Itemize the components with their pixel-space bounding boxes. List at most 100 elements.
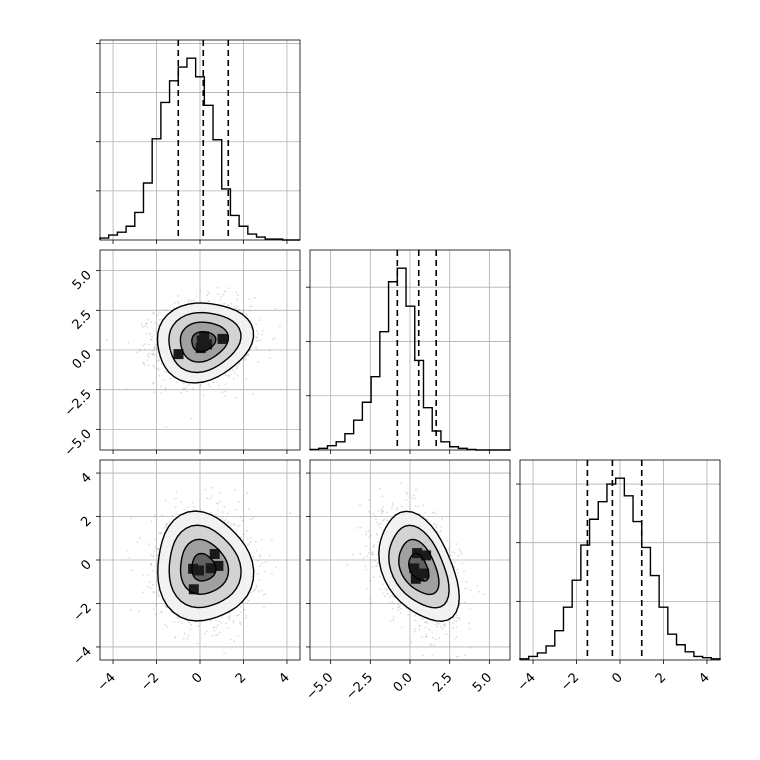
scatter-point — [372, 551, 375, 553]
scatter-point — [366, 587, 368, 590]
scatter-point — [224, 373, 227, 376]
density-core-cell — [409, 563, 420, 574]
scatter-point — [389, 620, 392, 622]
scatter-point — [365, 533, 367, 536]
scatter-point — [433, 523, 436, 525]
scatter-point — [150, 321, 153, 323]
scatter-point — [458, 548, 461, 551]
scatter-point — [240, 605, 243, 608]
x-tick-label: −2 — [138, 670, 162, 694]
scatter-point — [370, 551, 373, 554]
scatter-point — [351, 553, 354, 556]
scatter-point — [414, 619, 417, 622]
scatter-point — [421, 654, 424, 657]
scatter-point — [229, 525, 232, 528]
scatter-point — [455, 614, 458, 616]
scatter-point — [216, 502, 219, 505]
scatter-point — [399, 604, 402, 607]
scatter-point — [246, 602, 249, 605]
scatter-point — [153, 347, 155, 349]
scatter-point — [392, 616, 395, 618]
scatter-point — [376, 534, 379, 536]
scatter-point — [171, 515, 174, 517]
panel-2-1: −5.0 −2.5 0.0 2.5 5.0 — [304, 459, 511, 703]
scatter-point — [391, 607, 394, 610]
scatter-point — [240, 536, 243, 539]
scatter-point — [255, 586, 257, 589]
scatter-point — [149, 587, 152, 590]
scatter-point — [165, 371, 168, 373]
scatter-point — [434, 623, 437, 626]
scatter-point — [252, 517, 254, 520]
scatter-point — [374, 515, 377, 517]
scatter-point — [425, 621, 428, 624]
scatter-point — [185, 390, 188, 393]
scatter-point — [162, 308, 165, 311]
scatter-point — [154, 604, 157, 606]
scatter-point — [425, 635, 428, 638]
scatter-point — [150, 563, 153, 565]
scatter-point — [239, 623, 242, 625]
scatter-point — [239, 621, 241, 624]
x-tick-label: 2.5 — [430, 670, 455, 695]
scatter-point — [142, 591, 145, 594]
scatter-point — [208, 300, 211, 302]
y-tick-label: 5.0 — [70, 268, 95, 293]
scatter-point — [436, 625, 438, 628]
scatter-point — [236, 298, 239, 301]
scatter-point — [206, 294, 209, 297]
scatter-point — [226, 616, 229, 619]
scatter-point — [166, 309, 169, 311]
scatter-point — [218, 384, 220, 387]
scatter-point — [406, 492, 409, 495]
scatter-point — [223, 506, 226, 508]
scatter-point — [166, 625, 169, 628]
scatter-point — [243, 608, 246, 611]
scatter-point — [384, 587, 387, 590]
scatter-point — [395, 509, 398, 511]
scatter-point — [459, 602, 461, 605]
scatter-point — [154, 322, 157, 324]
scatter-point — [128, 556, 131, 559]
density-core-cell — [205, 563, 216, 574]
scatter-point — [228, 616, 231, 618]
scatter-point — [153, 312, 156, 315]
scatter-point — [153, 608, 156, 610]
scatter-point — [238, 524, 241, 527]
scatter-point — [393, 596, 395, 599]
scatter-point — [381, 495, 384, 498]
scatter-point — [209, 512, 212, 514]
scatter-point — [411, 497, 414, 499]
scatter-point — [389, 601, 392, 604]
scatter-point — [422, 504, 424, 507]
scatter-point — [243, 533, 246, 536]
scatter-point — [188, 621, 191, 624]
scatter-point — [372, 545, 375, 548]
scatter-point — [204, 645, 207, 648]
scatter-point — [168, 521, 171, 524]
scatter-point — [182, 388, 185, 390]
scatter-point — [377, 509, 380, 512]
scatter-point — [237, 525, 239, 528]
scatter-point — [435, 526, 437, 529]
scatter-point — [456, 572, 459, 575]
scatter-point — [136, 351, 139, 354]
contour-line — [168, 311, 242, 374]
scatter-point — [247, 537, 249, 540]
scatter-point — [150, 520, 153, 523]
scatter-point — [407, 613, 410, 616]
x-tick-label: 4 — [696, 670, 712, 686]
scatter-point — [136, 541, 139, 544]
scatter-point — [268, 554, 271, 557]
scatter-point — [190, 300, 192, 302]
scatter-point — [382, 506, 385, 508]
scatter-point — [254, 588, 257, 591]
panel-border — [309, 249, 511, 451]
panel-1-0: −5.0−2.50.02.55.0 — [62, 249, 301, 460]
scatter-point — [232, 369, 235, 372]
scatter-point — [457, 655, 460, 658]
scatter-point — [206, 630, 208, 633]
scatter-point — [365, 545, 367, 547]
scatter-point — [228, 287, 231, 289]
scatter-point — [218, 631, 221, 634]
